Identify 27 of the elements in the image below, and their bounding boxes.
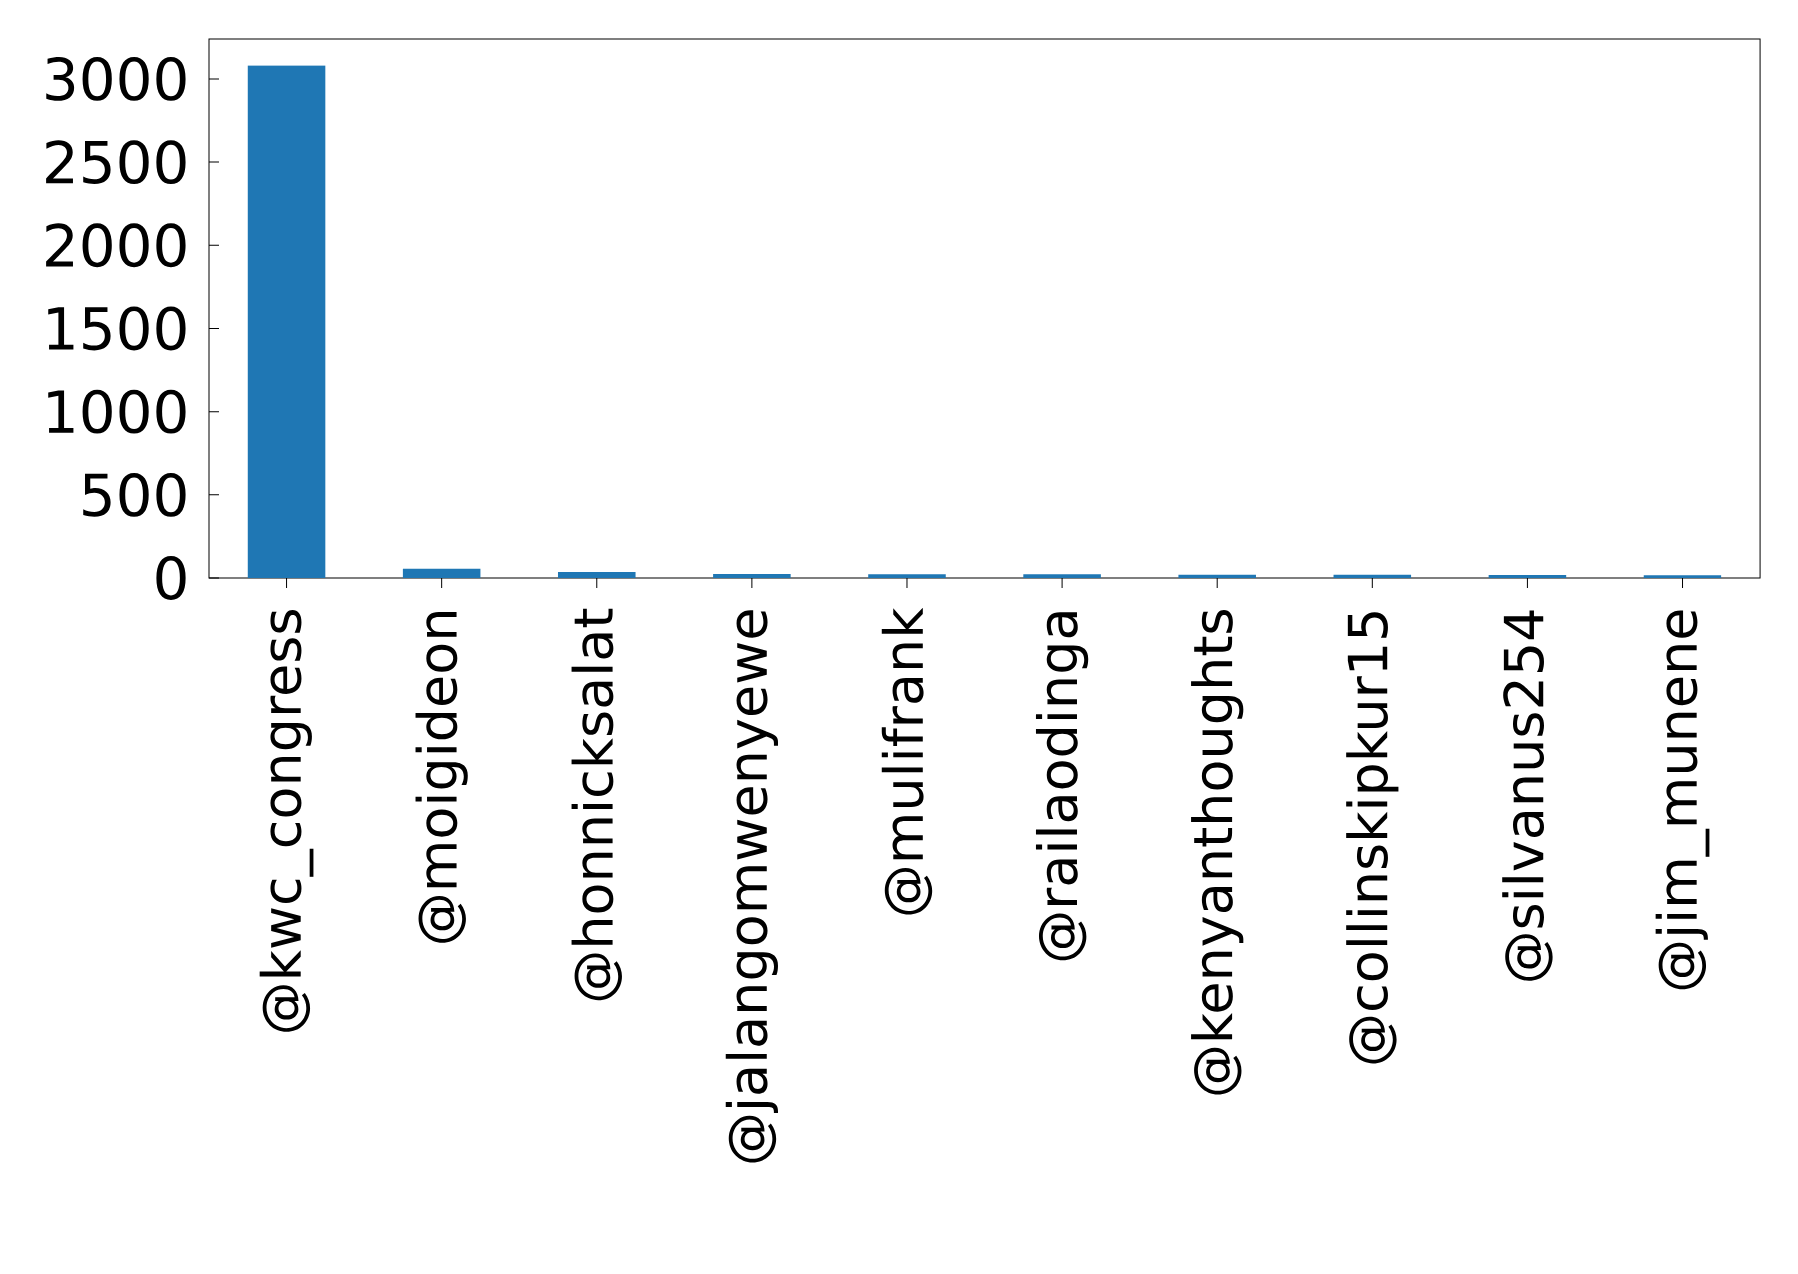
bar [1333, 574, 1412, 579]
bar [1488, 575, 1567, 579]
y-tick-label: 3000 [46, 56, 186, 101]
x-tick-label: @jalangomwenyewe [725, 610, 778, 1163]
x-tick-label: @silvanus254 [1502, 610, 1553, 981]
x-tick-label: @collinskipkur15 [1346, 612, 1399, 1064]
bar [557, 572, 636, 579]
y-tick-label: 2500 [46, 140, 186, 185]
y-tick-label: 1000 [48, 389, 186, 434]
x-tick-label: @kenyanthoughts [1191, 610, 1244, 1095]
x-tick-label: @railaodinga [1035, 612, 1089, 961]
y-tick-label: 2000 [46, 223, 186, 268]
bar [247, 65, 326, 579]
bar [1643, 575, 1722, 579]
x-tick-label: @moigideon [415, 612, 468, 943]
bar [1178, 574, 1256, 579]
bar [402, 568, 481, 579]
x-tick-label: @jim_munene [1655, 610, 1710, 990]
bar [868, 574, 946, 579]
x-tick-label: @honnicksalat [571, 608, 622, 1001]
y-tick-label: 1500 [48, 306, 186, 351]
bar [1023, 574, 1101, 579]
x-tick-label: @mulifrank [881, 607, 933, 915]
x-tick-label: @kwc_congress [259, 610, 314, 1032]
y-tick-label: 500 [83, 472, 186, 517]
bar [713, 574, 791, 579]
y-tick-label: 0 [156, 556, 186, 600]
